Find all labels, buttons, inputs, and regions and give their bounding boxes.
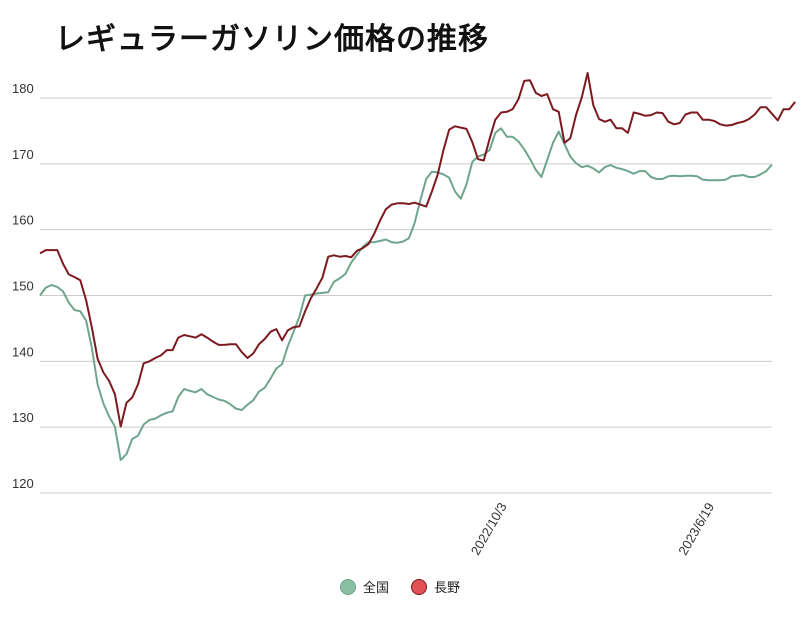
y-tick-label: 150 [12, 278, 34, 293]
series-line-1 [39, 72, 796, 428]
y-tick-label: 160 [12, 213, 34, 228]
x-tick-label: 2023/6/19 [675, 500, 717, 558]
legend-item-zenkoku[interactable]: 全国 [339, 577, 389, 596]
y-axis-ticks: 120 130 140 150 160 170 180 [12, 81, 34, 491]
legend-swatch-icon [339, 578, 356, 595]
legend-swatch-icon [411, 578, 427, 595]
y-tick-label: 180 [12, 81, 34, 96]
x-axis-ticks: 2022/10/3 2023/6/19 [468, 500, 717, 558]
y-tick-label: 130 [12, 410, 34, 425]
legend: 全国 長野 [0, 577, 800, 596]
series-line-0 [39, 127, 773, 462]
legend-item-nagano[interactable]: 長野 [411, 577, 460, 596]
x-tick-label: 2022/10/3 [468, 500, 510, 558]
y-tick-label: 140 [12, 344, 34, 359]
legend-label: 全国 [362, 581, 389, 596]
chart-title: レギュラーガソリン価格の推移 [55, 22, 489, 57]
series-lines [39, 72, 796, 462]
legend-label: 長野 [434, 581, 461, 596]
gridlines [40, 97, 772, 494]
y-tick-label: 120 [12, 476, 34, 491]
y-tick-label: 170 [12, 147, 34, 162]
